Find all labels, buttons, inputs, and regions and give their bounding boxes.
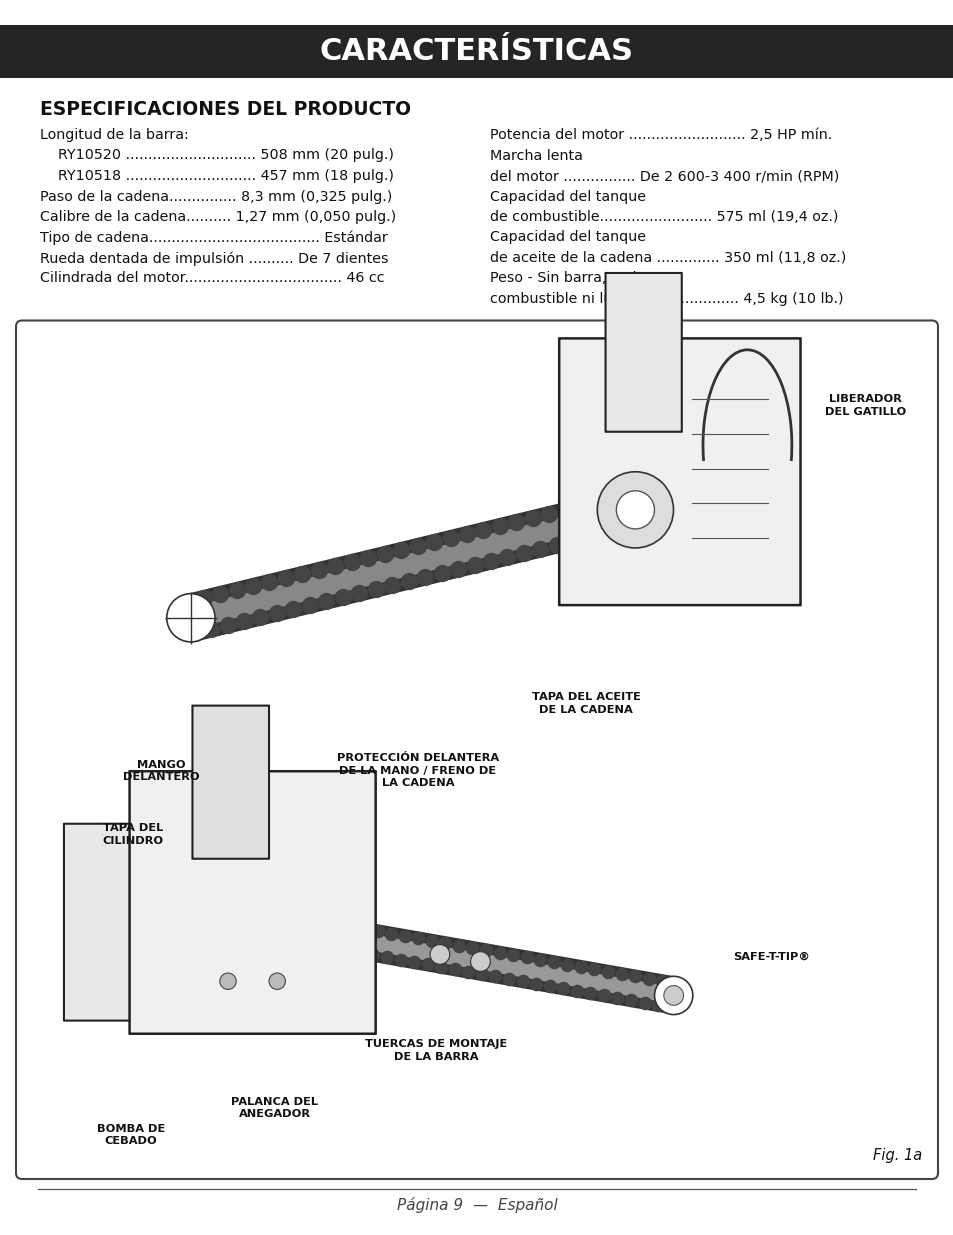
Text: MANGO
DELANTERO: MANGO DELANTERO (123, 760, 199, 782)
FancyBboxPatch shape (558, 338, 800, 605)
Text: RY10518 ............................. 457 mm (18 pulg.): RY10518 ............................. 45… (40, 169, 394, 183)
Text: Rueda dentada de impulsión .......... De 7 dientes: Rueda dentada de impulsión .......... De… (40, 251, 388, 266)
Text: de aceite de la cadena .............. 350 ml (11,8 oz.): de aceite de la cadena .............. 35… (490, 251, 845, 266)
Text: Calibre de la cadena.......... 1,27 mm (0,050 pulg.): Calibre de la cadena.......... 1,27 mm (… (40, 210, 395, 224)
Text: BOMBA DE
CEBADO: BOMBA DE CEBADO (97, 1124, 165, 1146)
Text: PALANCA DEL
ANEGADOR: PALANCA DEL ANEGADOR (232, 1097, 318, 1119)
Circle shape (219, 973, 236, 989)
FancyBboxPatch shape (193, 705, 269, 858)
Bar (0, 25, 953, 78)
Circle shape (430, 945, 449, 965)
Text: Tipo de cadena...................................... Estándar: Tipo de cadena..........................… (40, 231, 387, 245)
Text: de combustible......................... 575 ml (19,4 oz.): de combustible......................... … (490, 210, 838, 224)
Circle shape (597, 472, 673, 548)
Circle shape (654, 977, 692, 1015)
Text: SAFE-T-TIP®: SAFE-T-TIP® (733, 952, 810, 962)
Text: RY10520 ............................. 508 mm (20 pulg.): RY10520 ............................. 50… (40, 148, 394, 163)
Text: LIBERADOR
DEL GATILLO: LIBERADOR DEL GATILLO (823, 394, 905, 416)
Text: del motor ................ De 2 600-3 400 r/min (RPM): del motor ................ De 2 600-3 40… (490, 169, 839, 183)
Text: Potencia del motor .......................... 2,5 HP mín.: Potencia del motor .....................… (490, 128, 831, 142)
Text: Página 9  —  Español: Página 9 — Español (396, 1197, 557, 1213)
Circle shape (167, 594, 214, 642)
FancyBboxPatch shape (605, 273, 681, 432)
Text: Cilindrada del motor................................... 46 cc: Cilindrada del motor....................… (40, 272, 384, 285)
Text: Capacidad del tanque: Capacidad del tanque (490, 231, 645, 245)
Circle shape (269, 973, 285, 989)
FancyBboxPatch shape (130, 771, 375, 1034)
FancyBboxPatch shape (16, 321, 937, 1179)
Circle shape (616, 490, 654, 529)
Text: Marcha lenta: Marcha lenta (490, 148, 582, 163)
Text: TAPA DEL
CILINDRO: TAPA DEL CILINDRO (102, 824, 163, 846)
Text: TUERCAS DE MONTAJE
DE LA BARRA: TUERCAS DE MONTAJE DE LA BARRA (365, 1040, 507, 1062)
Circle shape (663, 986, 682, 1005)
Circle shape (470, 952, 490, 972)
Text: combustible ni lubricante .............. 4,5 kg (10 lb.): combustible ni lubricante ..............… (490, 291, 842, 306)
Text: TAPA DEL ACEITE
DE LA CADENA: TAPA DEL ACEITE DE LA CADENA (531, 692, 640, 715)
Text: Capacidad del tanque: Capacidad del tanque (490, 189, 645, 204)
Text: Fig. 1a: Fig. 1a (872, 1149, 921, 1163)
FancyBboxPatch shape (64, 824, 162, 1020)
Text: Longitud de la barra:: Longitud de la barra: (40, 128, 189, 142)
Text: ESPECIFICACIONES DEL PRODUCTO: ESPECIFICACIONES DEL PRODUCTO (40, 100, 411, 119)
Text: CARACTERÍSTICAS: CARACTERÍSTICAS (319, 37, 634, 65)
Text: PROTECCIÓN DELANTERA
DE LA MANO / FRENO DE
LA CADENA: PROTECCIÓN DELANTERA DE LA MANO / FRENO … (336, 753, 498, 788)
Text: Paso de la cadena............... 8,3 mm (0,325 pulg.): Paso de la cadena............... 8,3 mm … (40, 189, 392, 204)
Text: Peso - Sin barra, cadena,: Peso - Sin barra, cadena, (490, 272, 667, 285)
